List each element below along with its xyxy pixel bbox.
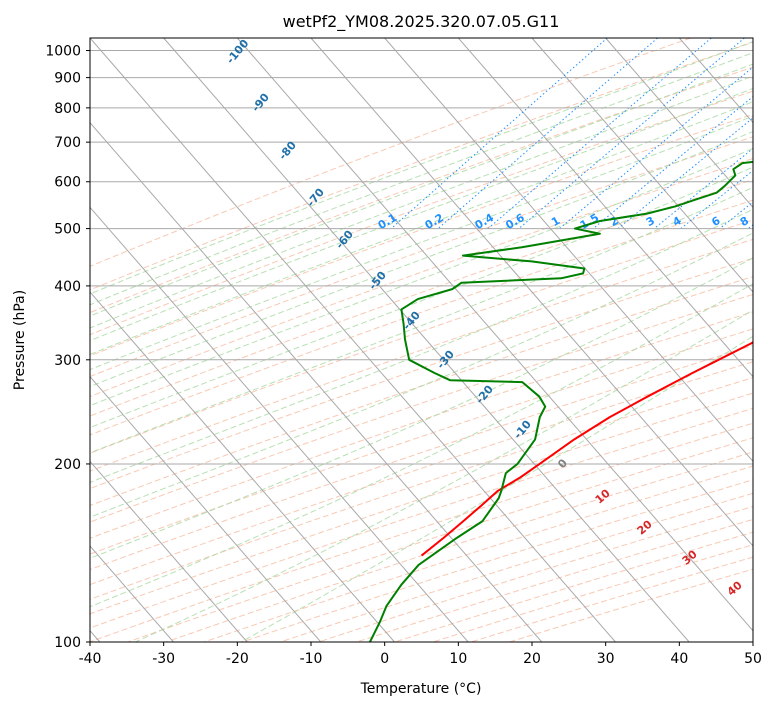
x-tick-label: 10 <box>449 651 467 667</box>
y-tick-label: 600 <box>54 175 81 191</box>
x-tick-label: -10 <box>300 651 323 667</box>
moist-adiabat-line <box>90 186 753 454</box>
dry-adiabat-line <box>90 90 753 336</box>
isotherm-line <box>384 38 753 463</box>
dry-adiabat-line <box>90 293 753 523</box>
mixing-ratio-line <box>518 38 745 229</box>
isotherm-line <box>90 121 543 642</box>
dry-adiabat-line <box>90 238 753 472</box>
y-tick-label: 700 <box>54 135 81 151</box>
y-axis: 1000 900 800 700 600 500 400 300 200 100 <box>45 44 90 651</box>
moist-adiabat-line <box>90 63 753 317</box>
isotherm-line <box>90 291 395 642</box>
dewpoint-profile-line <box>369 160 753 642</box>
mixing-ratio-line <box>592 95 753 229</box>
isotherm-line <box>163 38 690 642</box>
dry-adiabat-line <box>90 219 753 454</box>
y-tick-label: 900 <box>54 71 81 87</box>
x-tick-label: 20 <box>523 651 541 667</box>
mixing-ratio-line <box>680 169 753 229</box>
isotherm-line <box>236 38 753 632</box>
x-tick-label: 40 <box>670 651 688 667</box>
y-tick-label: 200 <box>54 457 81 473</box>
moist-adiabat-line <box>90 208 753 483</box>
background-lines <box>90 38 775 642</box>
mixing-ratio-line <box>487 38 712 229</box>
isotherm-line <box>90 375 322 642</box>
moist-adiabat-line <box>90 87 753 342</box>
moist-adiabat-line <box>90 131 753 388</box>
isotherm-line <box>457 38 753 378</box>
dry-adiabat-line <box>90 276 753 507</box>
isotherm-line <box>90 206 469 642</box>
isotherm-line <box>531 38 753 293</box>
dry-adiabat-line <box>90 179 753 417</box>
dry-adiabat-line <box>90 328 753 555</box>
x-axis-label: Temperature (°C) <box>360 681 482 697</box>
x-tick-label: 30 <box>597 651 615 667</box>
x-tick-label: -40 <box>79 651 102 667</box>
y-tick-label: 300 <box>54 353 81 369</box>
y-axis-label: Pressure (hPa) <box>12 290 28 390</box>
x-tick-label: -20 <box>226 651 249 667</box>
dry-adiabat-line <box>90 41 753 291</box>
x-tick-label: 0 <box>380 651 389 667</box>
x-axis: -40 -30 -20 -10 0 10 20 30 40 50 <box>79 642 762 667</box>
y-tick-label: 1000 <box>45 44 81 60</box>
mixing-ratio-line <box>771 38 775 229</box>
y-tick-label: 800 <box>54 101 81 117</box>
profile-lines <box>369 160 753 642</box>
chart-title: wetPf2_YM08.2025.320.07.05.G11 <box>283 12 560 32</box>
isotherm-line <box>752 38 753 39</box>
mixing-ratio-line <box>617 117 753 229</box>
dry-adiabat-line <box>90 113 753 357</box>
dry-adiabat-line <box>90 38 691 267</box>
x-tick-label: 50 <box>744 651 762 667</box>
dry-adiabat-line <box>90 361 753 586</box>
y-tick-label: 100 <box>54 635 81 651</box>
plot-background <box>90 38 753 642</box>
isotherm-line <box>90 460 248 642</box>
dry-adiabat-line <box>90 311 753 539</box>
y-tick-label: 500 <box>54 222 81 238</box>
x-tick-label: -30 <box>152 651 175 667</box>
plot-frame <box>89 37 754 643</box>
temperature-profile-line <box>420 341 753 557</box>
moist-adiabat-line <box>90 148 753 407</box>
isotherm-line <box>605 38 753 209</box>
isotherm-line <box>310 38 753 547</box>
mixing-ratio-label: 10 <box>757 212 775 231</box>
dry-adiabat-line <box>90 377 753 600</box>
isotherm-line <box>90 38 616 642</box>
y-tick-label: 400 <box>54 279 81 295</box>
mixing-ratio-line <box>437 38 658 229</box>
